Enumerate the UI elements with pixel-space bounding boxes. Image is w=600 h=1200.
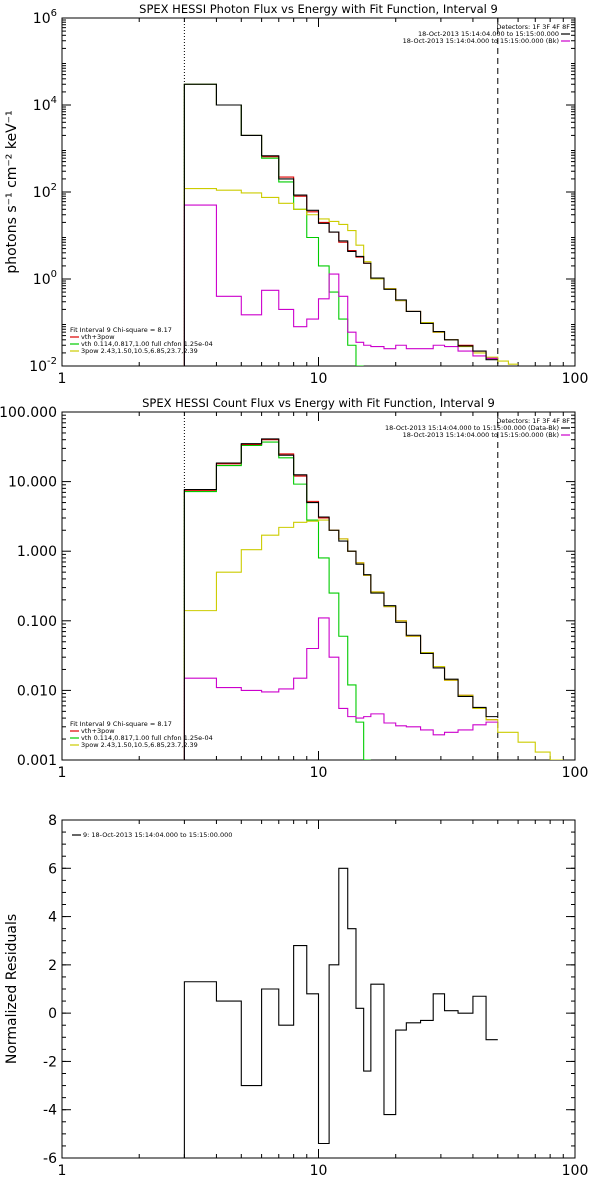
- y-tick-mantissa: 10: [33, 98, 51, 114]
- y-tick-label: 102: [33, 182, 57, 201]
- legend-entry: 18-Oct-2013 15:14:04.000 to 15:15:00.000…: [403, 431, 559, 439]
- y-tick-mantissa: 10: [33, 11, 51, 27]
- x-tick-label: 10: [310, 765, 328, 781]
- y-tick-mantissa: 10: [33, 272, 51, 288]
- chart-title: SPEX HESSI Photon Flux vs Energy with Fi…: [139, 2, 498, 16]
- legend-top-left: 9: 18-Oct-2013 15:14:04.000 to 15:15:00.…: [72, 831, 232, 839]
- series-group: [183, 83, 519, 366]
- series-group: [183, 438, 564, 760]
- series-vth: [183, 83, 364, 366]
- series-bk: [183, 204, 498, 366]
- y-tick-label: 6: [48, 861, 57, 877]
- legend-bottom-left: Fit Interval 9 Chi-square = 8.17vth+3pow…: [70, 720, 213, 749]
- y-axis-label: Normalized Residuals: [4, 914, 20, 1064]
- chart-panel-1: SPEX HESSI Photon Flux vs Energy with Fi…: [4, 2, 588, 387]
- series-3pow: [183, 519, 564, 760]
- legend-entry: 18-Oct-2013 15:14:04.000 to 15:15:00.000: [418, 30, 559, 38]
- y-tick-exponent: -2: [47, 356, 57, 367]
- legend-heading: Detectors: 1F 3F 4F 8F: [496, 23, 570, 31]
- y-tick-label: 0.010: [17, 683, 57, 699]
- legend-heading: Fit Interval 9 Chi-square = 8.17: [70, 720, 172, 728]
- y-tick-label: 10-2: [29, 356, 57, 375]
- y-tick-label: 0: [48, 1006, 57, 1022]
- legend-entry: vth 0.114,0.817,1.00 full chfon 1.25e-04: [81, 340, 213, 348]
- legend-entry: 18-Oct-2013 15:14:04.000 to 15:15:00.000…: [403, 37, 559, 45]
- x-tick-label: 1: [58, 1163, 67, 1179]
- y-tick-label: -2: [43, 1054, 57, 1070]
- chart-panel-3: 1 10 100 -6 -4 -2 0 2 4 6 8 Normalized Residuals 9: …: [4, 813, 588, 1179]
- legend-heading: Detectors: 1F 3F 4F 8F: [496, 417, 570, 425]
- y-tick-label: 106: [33, 8, 57, 27]
- series-residuals: [183, 867, 498, 1158]
- y-tick-label: 4: [48, 910, 57, 926]
- y-tick-label: 2: [48, 958, 57, 974]
- y-tick-label: 8: [48, 813, 57, 829]
- x-tick-label: 100: [562, 371, 589, 387]
- x-tick-label: 1: [58, 765, 67, 781]
- y-tick-mantissa: 10: [33, 185, 51, 201]
- x-tick-label: 10: [310, 1163, 328, 1179]
- legend-entry: vth+3pow: [81, 727, 115, 735]
- x-tick-label: 1: [58, 371, 67, 387]
- y-tick-exponent: 0: [51, 269, 57, 280]
- series-group: [183, 867, 498, 1158]
- series-vth-3pow: [183, 83, 498, 366]
- legend-entry: vth+3pow: [81, 333, 115, 341]
- series-bk: [183, 617, 498, 760]
- y-tick-label: -6: [43, 1151, 57, 1167]
- y-tick-label: 0.001: [17, 753, 57, 769]
- series-data: [183, 438, 498, 760]
- y-tick-label: -4: [43, 1103, 57, 1119]
- y-tick-exponent: 2: [51, 182, 57, 193]
- y-tick-label: 10.000: [8, 475, 57, 491]
- series-data: [183, 83, 498, 366]
- chart-panel-2: SPEX HESSI Count Flux vs Energy with Fit…: [0, 396, 588, 781]
- y-tick-label: 0.100: [17, 614, 57, 630]
- legend-heading: Fit Interval 9 Chi-square = 8.17: [70, 326, 172, 334]
- y-tick-label: 100: [33, 269, 57, 288]
- x-tick-label: 100: [562, 765, 589, 781]
- legend-entry: 18-Oct-2013 15:14:04.000 to 15:15:00.000…: [385, 424, 559, 432]
- y-tick-exponent: 6: [51, 8, 57, 19]
- chart-title: SPEX HESSI Count Flux vs Energy with Fit…: [142, 396, 495, 410]
- legend-entry: vth 0.114,0.817,1.00 full chfon 1.25e-04: [81, 734, 213, 742]
- legend-entry: 9: 18-Oct-2013 15:14:04.000 to 15:15:00.…: [83, 831, 232, 839]
- series-vth-3pow: [183, 439, 498, 760]
- x-tick-label: 10: [310, 371, 328, 387]
- y-tick-label: 1.000: [17, 544, 57, 560]
- legend-bottom-left: Fit Interval 9 Chi-square = 8.17vth+3pow…: [70, 326, 213, 355]
- y-tick-label: 100.000: [0, 405, 57, 421]
- y-tick-mantissa: 10: [29, 359, 47, 375]
- legend-entry: 3pow 2.43,1.50,10.5,6.85,23.7,2.39: [81, 347, 198, 355]
- y-tick-label: 104: [33, 95, 57, 114]
- series-3pow: [183, 188, 519, 366]
- y-tick-exponent: 4: [51, 95, 57, 106]
- x-tick-label: 100: [562, 1163, 589, 1179]
- legend-entry: 3pow 2.43,1.50,10.5,6.85,23.7,2.39: [81, 741, 198, 749]
- y-axis-label: photons s⁻¹ cm⁻² keV⁻¹: [4, 110, 20, 273]
